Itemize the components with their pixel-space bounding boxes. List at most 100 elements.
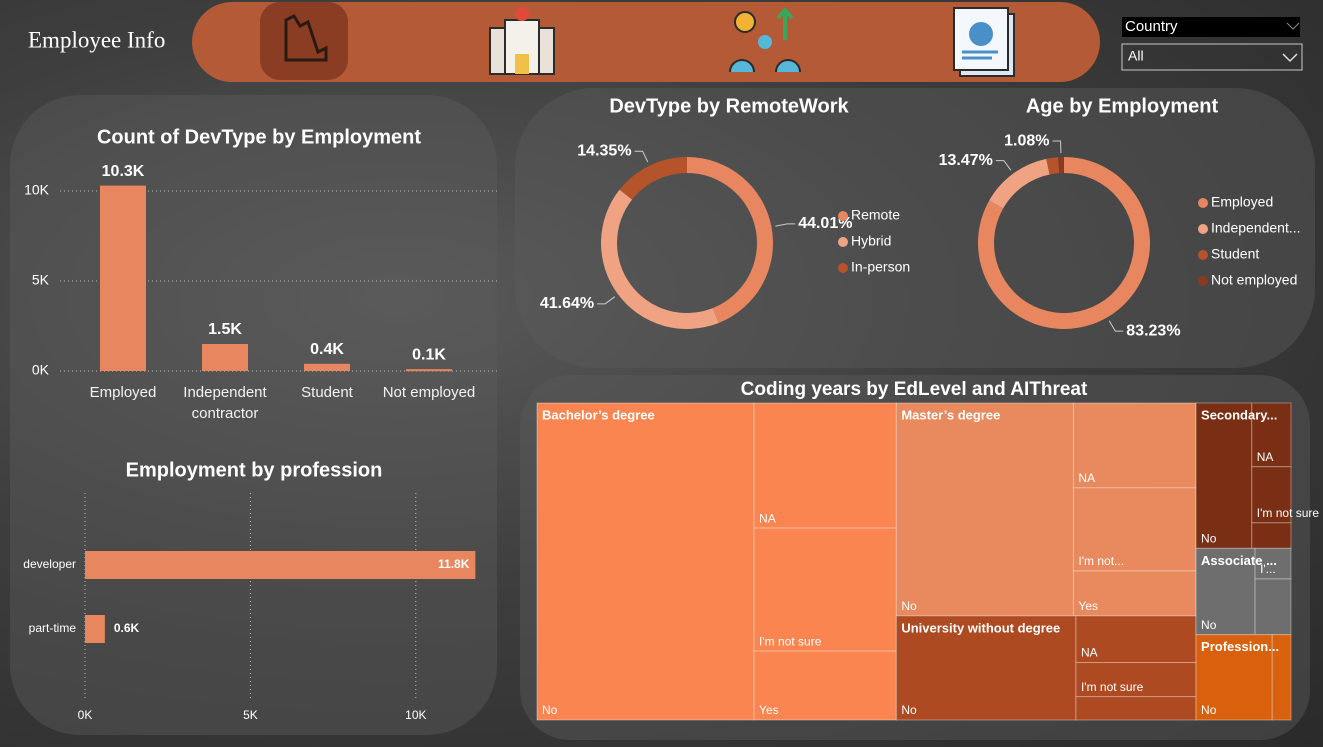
x-tick-label: 5K bbox=[243, 708, 258, 722]
legend-marker bbox=[838, 211, 848, 221]
cell-label: I'm not sure bbox=[759, 634, 822, 648]
cell-label: No bbox=[1201, 532, 1217, 546]
cell-label: No bbox=[901, 599, 917, 613]
treemap-cell bbox=[1254, 578, 1292, 636]
group-label: Secondary... bbox=[1201, 407, 1277, 422]
data-label: 41.64% bbox=[540, 295, 594, 312]
x-tick-label: Student bbox=[301, 384, 353, 401]
page-title: Employee Info bbox=[28, 27, 165, 52]
legend-marker bbox=[1198, 276, 1208, 286]
y-tick-label: 5K bbox=[32, 272, 50, 288]
slice bbox=[1046, 157, 1060, 175]
country-slicer[interactable]: Country All bbox=[1121, 17, 1303, 71]
legend-label: Not employed bbox=[1211, 272, 1297, 288]
chart-title: Employment by profession bbox=[126, 459, 383, 481]
treemap-cell bbox=[1195, 402, 1253, 549]
chart-title: DevType by RemoteWork bbox=[609, 95, 849, 117]
data-label: 0.4K bbox=[310, 341, 344, 358]
legend-marker bbox=[1198, 198, 1208, 208]
treemap-cell bbox=[1271, 634, 1292, 721]
nav-report[interactable] bbox=[953, 7, 1015, 77]
treemap-cell bbox=[753, 402, 897, 529]
group-label: Associate ... bbox=[1201, 553, 1277, 568]
chart-title: Age by Employment bbox=[1026, 95, 1219, 117]
data-label: 0.1K bbox=[412, 346, 446, 363]
treemap-cell bbox=[1075, 615, 1197, 664]
cell-label: I'm not sure bbox=[1257, 506, 1320, 520]
treemap-cell bbox=[1251, 522, 1292, 549]
cell-label: No bbox=[542, 703, 558, 717]
cell-label: No bbox=[901, 703, 917, 717]
treemap-cell bbox=[1195, 634, 1273, 721]
x-tick-label: 10K bbox=[405, 708, 426, 722]
legend-label: Student bbox=[1211, 246, 1259, 262]
cell-label: I'm not sure bbox=[1081, 680, 1144, 694]
legend-label: Independent... bbox=[1211, 220, 1301, 236]
leader-line bbox=[634, 150, 649, 163]
cell-label: I'm not... bbox=[1078, 554, 1124, 568]
data-label: 13.47% bbox=[939, 152, 993, 169]
bar bbox=[304, 363, 350, 371]
slice bbox=[619, 157, 687, 200]
x-tick-label: Employed bbox=[89, 384, 157, 401]
legend-marker bbox=[1198, 224, 1208, 234]
top-right-panel bbox=[515, 88, 1315, 368]
cell-label: I'... bbox=[1260, 562, 1276, 576]
group-label: Profession... bbox=[1201, 639, 1279, 654]
treemap-cell bbox=[753, 527, 897, 652]
data-label: 14.35% bbox=[577, 142, 631, 159]
slicer-value: All bbox=[1128, 48, 1144, 64]
treemap-cell bbox=[753, 650, 897, 721]
leader-line bbox=[775, 223, 796, 227]
nav-home[interactable] bbox=[260, 2, 348, 80]
x-tick-label: Independent contractor bbox=[183, 384, 267, 422]
group-label: Bachelor’s degree bbox=[542, 407, 655, 422]
bar bbox=[202, 344, 248, 371]
treemap-cell bbox=[1195, 547, 1256, 636]
treemap-cell bbox=[536, 402, 755, 721]
cell-label: Yes bbox=[1078, 599, 1098, 613]
data-label: 11.8K bbox=[438, 557, 470, 571]
treemap-cell bbox=[1072, 402, 1197, 489]
slice bbox=[1058, 157, 1064, 174]
treemap-cell bbox=[1072, 570, 1197, 617]
treemap-cell bbox=[1075, 696, 1197, 721]
nav-location[interactable] bbox=[489, 7, 555, 75]
cell-label: No bbox=[1201, 703, 1217, 717]
cell-label: NA bbox=[1081, 646, 1098, 660]
treemap-cell bbox=[1251, 402, 1292, 468]
legend-label: Remote bbox=[851, 207, 900, 223]
leader-line bbox=[597, 296, 616, 305]
data-label: 1.5K bbox=[208, 321, 242, 338]
slice bbox=[600, 189, 719, 329]
cell-label: NA bbox=[1257, 450, 1274, 464]
bar bbox=[406, 369, 452, 372]
treemap-cell bbox=[1254, 547, 1292, 580]
x-tick-label: Not employed bbox=[382, 384, 476, 401]
nav-team[interactable] bbox=[729, 6, 801, 73]
leader-line bbox=[995, 160, 1012, 171]
treemap-cell bbox=[895, 615, 1077, 721]
y-tick-label: 10K bbox=[24, 182, 50, 198]
cell-label: Yes bbox=[759, 703, 779, 717]
legend-marker bbox=[838, 237, 848, 247]
treemap-cell bbox=[895, 402, 1074, 617]
group-label: Master’s degree bbox=[901, 407, 1000, 422]
y-tick-label: part-time bbox=[29, 621, 77, 635]
y-tick-label: 0K bbox=[32, 362, 50, 378]
legend-marker bbox=[838, 263, 848, 273]
data-label: 1.08% bbox=[1004, 132, 1049, 149]
data-label: 83.23% bbox=[1126, 322, 1180, 339]
treemap-cell bbox=[1075, 662, 1197, 698]
bar bbox=[85, 551, 476, 579]
chart-title: Count of DevType by Employment bbox=[97, 126, 421, 148]
legend-label: In-person bbox=[851, 259, 910, 275]
cell-label: NA bbox=[1078, 471, 1095, 485]
leader-line bbox=[1108, 320, 1124, 332]
x-tick-label: 0K bbox=[78, 708, 93, 722]
legend-label: Hybrid bbox=[851, 233, 891, 249]
treemap-cell bbox=[1251, 466, 1292, 524]
group-label: University without degree bbox=[901, 620, 1060, 635]
